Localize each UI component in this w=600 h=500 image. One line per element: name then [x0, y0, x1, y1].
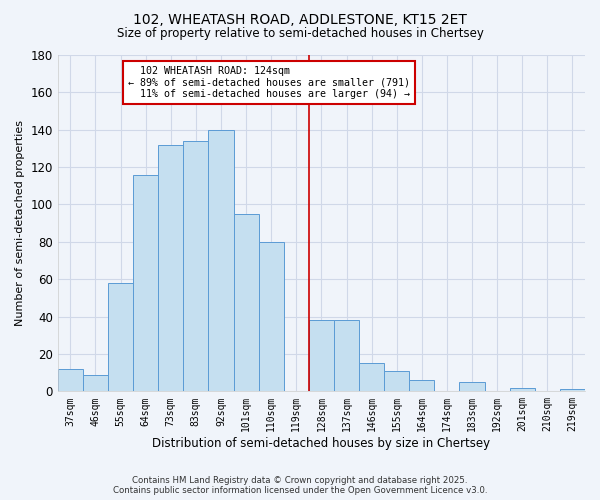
Text: 102 WHEATASH ROAD: 124sqm
← 89% of semi-detached houses are smaller (791)
  11% : 102 WHEATASH ROAD: 124sqm ← 89% of semi-… — [128, 66, 410, 100]
Bar — [58, 369, 83, 392]
Bar — [133, 174, 158, 392]
Bar — [334, 320, 359, 392]
Bar — [108, 283, 133, 392]
Bar — [359, 364, 384, 392]
Bar — [560, 390, 585, 392]
Bar — [158, 144, 184, 392]
Text: Contains HM Land Registry data © Crown copyright and database right 2025.
Contai: Contains HM Land Registry data © Crown c… — [113, 476, 487, 495]
Bar — [460, 382, 485, 392]
Bar — [259, 242, 284, 392]
Bar — [309, 320, 334, 392]
Bar — [233, 214, 259, 392]
Y-axis label: Number of semi-detached properties: Number of semi-detached properties — [15, 120, 25, 326]
Bar — [509, 388, 535, 392]
Bar — [409, 380, 434, 392]
Bar — [384, 371, 409, 392]
Bar — [83, 374, 108, 392]
Text: 102, WHEATASH ROAD, ADDLESTONE, KT15 2ET: 102, WHEATASH ROAD, ADDLESTONE, KT15 2ET — [133, 12, 467, 26]
X-axis label: Distribution of semi-detached houses by size in Chertsey: Distribution of semi-detached houses by … — [152, 437, 490, 450]
Bar — [184, 141, 208, 392]
Bar — [208, 130, 233, 392]
Text: Size of property relative to semi-detached houses in Chertsey: Size of property relative to semi-detach… — [116, 28, 484, 40]
